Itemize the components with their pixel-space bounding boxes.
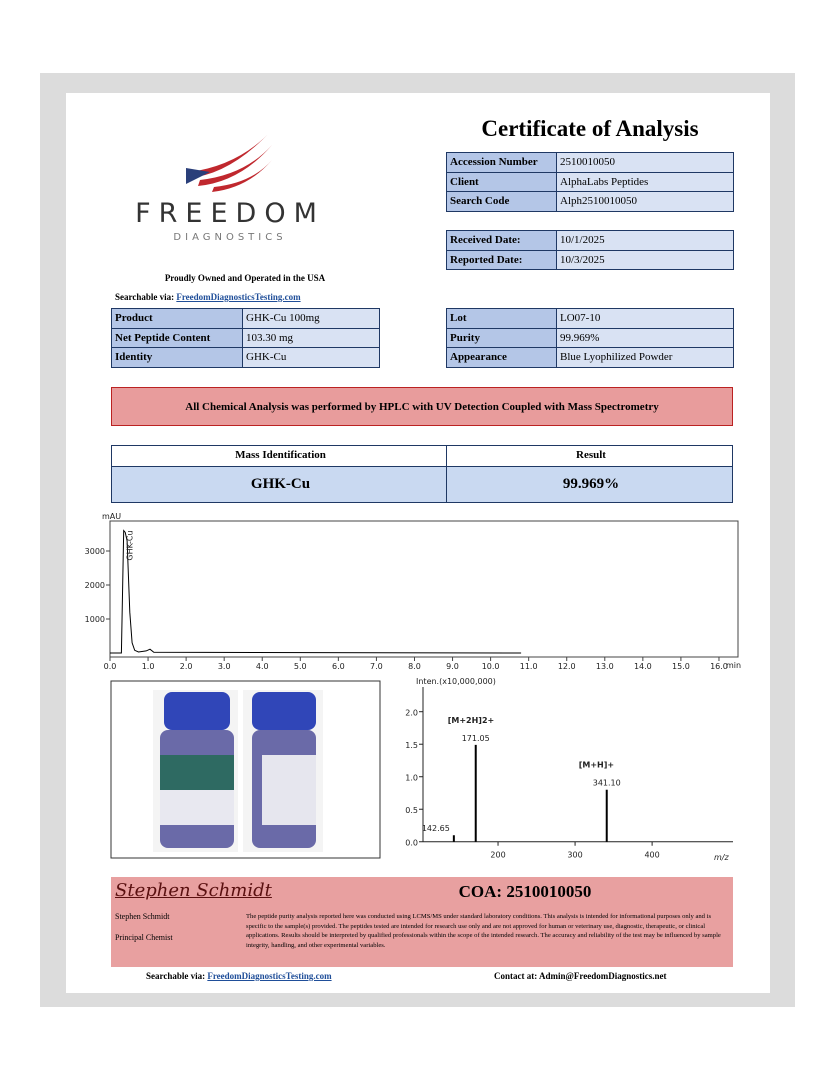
x-tick-label: 11.0 [520, 662, 538, 671]
table-label: Client [446, 171, 557, 192]
x-tick-label: 16.0 [710, 662, 728, 671]
chromatogram-frame [109, 520, 739, 658]
table-value: 103.30 mg [242, 327, 380, 348]
logo-name: FREEDOM [135, 198, 325, 229]
chromatogram-line [110, 529, 522, 654]
table-label: Net Peptide Content [111, 327, 243, 348]
method-banner: All Chemical Analysis was performed by H… [111, 387, 733, 426]
table-label: Appearance [446, 347, 557, 368]
x-tick-label: 12.0 [558, 662, 576, 671]
table-value: GHK-Cu 100mg [242, 308, 380, 329]
x-tick-label: 3.0 [218, 662, 231, 671]
product-photo [110, 680, 381, 859]
peak-label: 341.10 [593, 779, 621, 788]
x-tick-label: 1.0 [142, 662, 155, 671]
annotation: [M+H]+ [579, 761, 614, 770]
searchable-label: Searchable via: [146, 971, 206, 981]
contact: Contact at: Admin@FreedomDiagnostics.net [494, 971, 667, 981]
y-tick-label: 1.0 [405, 774, 418, 783]
x-tick-label: 10.0 [482, 662, 500, 671]
y-tick-label: 2000 [85, 581, 105, 590]
y-axis-label: mAU [102, 512, 121, 521]
x-tick-label: 300 [567, 851, 582, 860]
result-value: 99.969% [446, 466, 733, 503]
peak-label: 171.05 [462, 734, 490, 743]
x-tick-label: 13.0 [596, 662, 614, 671]
y-tick-label: 2.0 [405, 709, 418, 718]
x-tick-label: 8.0 [408, 662, 421, 671]
logo-sub: DIAGNOSTICS [173, 232, 287, 243]
x-tick-label: 200 [490, 851, 505, 860]
table-label: Reported Date: [446, 249, 557, 270]
searchable-link[interactable]: FreedomDiagnosticsTesting.com [176, 292, 301, 302]
table-value: 2510010050 [556, 152, 734, 173]
table-label: Product [111, 308, 243, 329]
x-tick-label: 15.0 [672, 662, 690, 671]
x-tick-label: 2.0 [180, 662, 193, 671]
x-tick-label: 14.0 [634, 662, 652, 671]
tagline: Proudly Owned and Operated in the USA [164, 273, 326, 283]
x-tick-label: 400 [644, 851, 659, 860]
x-tick-label: 4.0 [256, 662, 269, 671]
table-label: Purity [446, 327, 557, 348]
table-label: Accession Number [446, 152, 557, 173]
table-value: AlphaLabs Peptides [556, 171, 734, 192]
footer-band [111, 877, 733, 967]
coa-number: COA: 2510010050 [458, 882, 592, 901]
table-value: 10/3/2025 [556, 249, 734, 270]
x-axis-label: min [726, 661, 741, 670]
logo-flag [186, 130, 272, 192]
title: Certificate of Analysis [481, 116, 699, 141]
annotation: [M+2H]2+ [448, 716, 495, 725]
x-tick-label: 7.0 [370, 662, 383, 671]
chemist-role: Principal Chemist [115, 933, 173, 942]
searchable: Searchable via: FreedomDiagnosticsTestin… [115, 292, 301, 302]
table-value: Blue Lyophilized Powder [556, 347, 734, 368]
signature: Stephen Schmidt [115, 880, 272, 901]
disclaimer: The peptide purity analysis reported her… [246, 913, 721, 949]
peak-label: 142.65 [422, 824, 450, 833]
table-value: GHK-Cu [242, 347, 380, 368]
searchable-label: Searchable via: [115, 292, 175, 302]
y-tick-label: 0.0 [405, 839, 418, 848]
table-value: Alph2510010050 [556, 191, 734, 212]
y-axis-label: Inten.(x10,000,000) [416, 677, 496, 686]
result-value: GHK-Cu [111, 466, 447, 503]
result-header: Result [446, 445, 733, 467]
peak-label: GHK-Cu [126, 530, 135, 560]
table-label: Received Date: [446, 230, 557, 251]
table-value: 10/1/2025 [556, 230, 734, 251]
y-tick-label: 3000 [85, 547, 105, 556]
y-tick-label: 1000 [85, 615, 105, 624]
x-tick-label: 9.0 [446, 662, 459, 671]
table-value: LO07-10 [556, 308, 734, 329]
x-axis-label: m/z [714, 853, 729, 862]
searchable-link[interactable]: FreedomDiagnosticsTesting.com [207, 971, 332, 981]
y-tick-label: 1.5 [405, 741, 418, 750]
chemist-name: Stephen Schmidt [115, 912, 170, 921]
table-label: Search Code [446, 191, 557, 212]
table-value: 99.969% [556, 327, 734, 348]
x-tick-label: 0.0 [104, 662, 117, 671]
table-label: Identity [111, 347, 243, 368]
footer-searchable: Searchable via: FreedomDiagnosticsTestin… [146, 971, 332, 981]
x-tick-label: 6.0 [332, 662, 345, 671]
y-tick-label: 0.5 [405, 806, 418, 815]
x-tick-label: 5.0 [294, 662, 307, 671]
table-label: Lot [446, 308, 557, 329]
result-header: Mass Identification [111, 445, 447, 467]
